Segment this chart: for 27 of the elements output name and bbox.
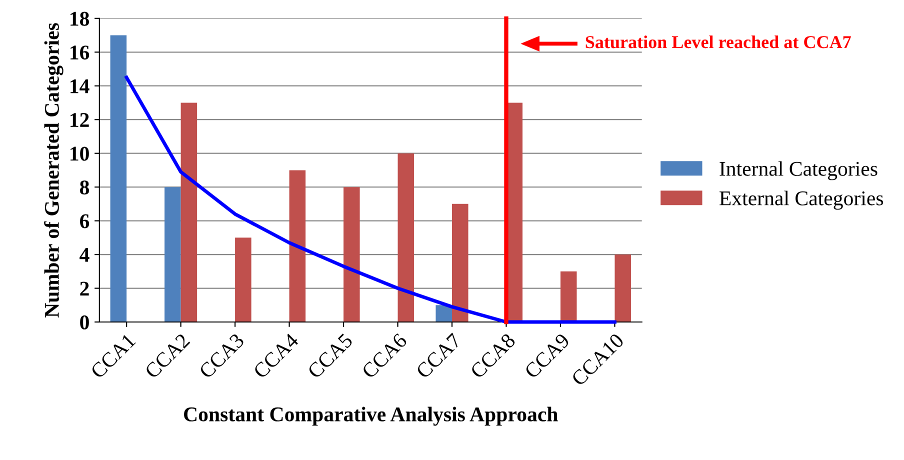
bar bbox=[344, 187, 360, 322]
bar bbox=[289, 170, 306, 322]
y-tick-label: 0 bbox=[80, 315, 89, 330]
x-axis-title: Constant Comparative Analysis Approach bbox=[184, 406, 558, 426]
bar bbox=[398, 153, 414, 322]
bar bbox=[235, 238, 252, 322]
bar bbox=[110, 35, 127, 322]
bar bbox=[614, 254, 631, 322]
y-tick-label: 10 bbox=[70, 146, 89, 161]
legend-label: Internal Categories bbox=[720, 161, 878, 180]
bar bbox=[452, 204, 468, 322]
bar bbox=[560, 271, 577, 322]
line-series bbox=[124, 76, 616, 324]
y-tick-label: 8 bbox=[80, 180, 90, 194]
bar bbox=[164, 187, 181, 322]
y-tick-label: 14 bbox=[70, 79, 90, 94]
y-tick-label: 6 bbox=[80, 214, 90, 228]
y-axis-title: Number of Generated Categories bbox=[44, 23, 64, 318]
y-tick-label: 12 bbox=[70, 113, 89, 127]
y-tick-label: 18 bbox=[70, 12, 90, 26]
bar bbox=[180, 102, 198, 322]
annotation: Saturation Level reached at CCA7 bbox=[586, 36, 851, 48]
y-tick-label: 16 bbox=[70, 46, 90, 60]
bar bbox=[436, 305, 452, 322]
legend-label: External Categories bbox=[720, 190, 884, 210]
y-tick-label: 4 bbox=[80, 248, 90, 262]
y-tick-label: 2 bbox=[80, 282, 89, 296]
